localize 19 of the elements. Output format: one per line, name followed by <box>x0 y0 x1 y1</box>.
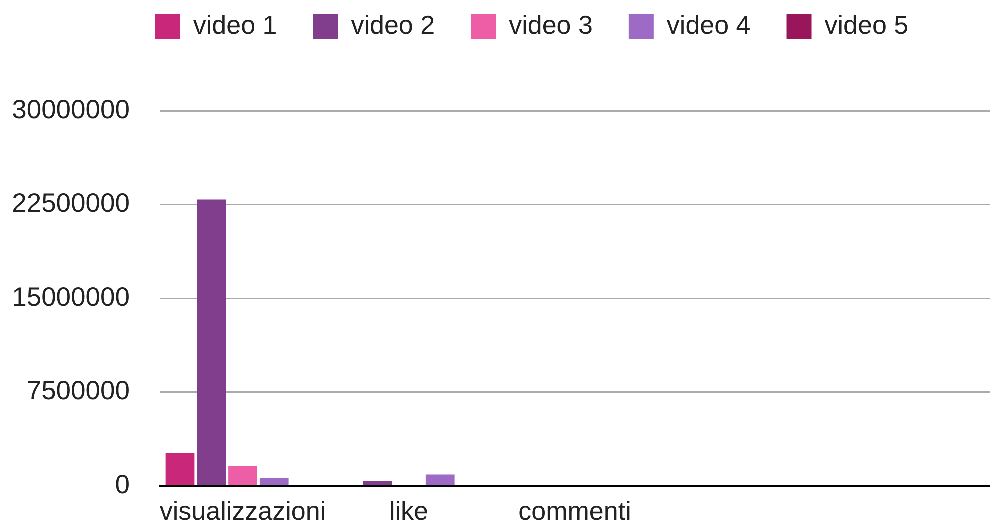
x-tick-label: commenti <box>518 496 632 526</box>
x-tick-label: like <box>389 496 429 526</box>
y-tick-label: 30000000 <box>12 94 130 124</box>
y-tick-label: 7500000 <box>26 376 130 406</box>
y-tick-label: 0 <box>115 469 130 500</box>
bar <box>228 466 258 486</box>
bar <box>426 474 455 486</box>
bar <box>260 478 289 486</box>
bar <box>363 481 392 486</box>
legend-label: video 2 <box>351 10 436 40</box>
legend-label: video 3 <box>509 10 593 40</box>
legend-label: video 5 <box>824 10 909 40</box>
bar <box>197 200 226 486</box>
y-tick-label: 22500000 <box>12 188 130 218</box>
legend-label: video 1 <box>193 10 278 40</box>
x-tick-label: visualizzazioni <box>160 496 326 526</box>
y-tick-label: 15000000 <box>12 282 130 312</box>
bar <box>166 454 195 486</box>
legend-label: video 4 <box>666 10 751 40</box>
